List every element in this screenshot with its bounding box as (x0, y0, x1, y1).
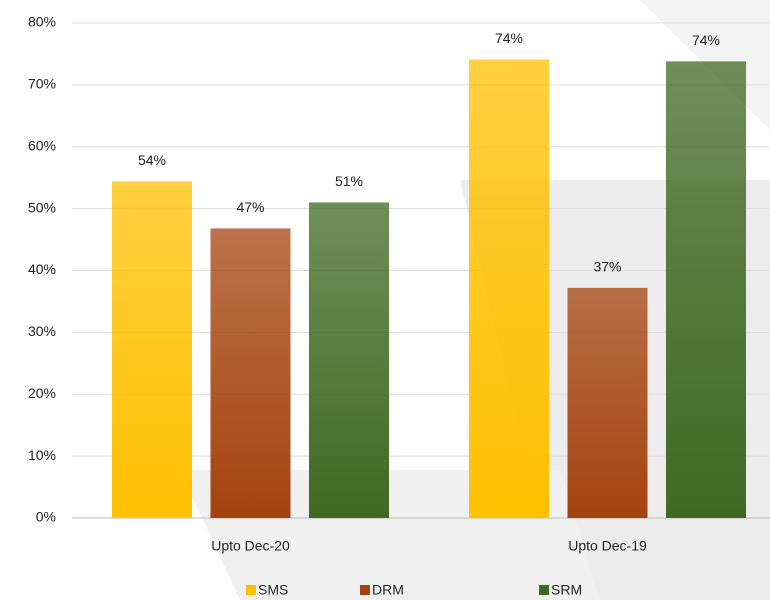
legend-swatch (360, 585, 370, 595)
legend-label: SRM (551, 582, 582, 598)
bar (469, 59, 549, 518)
legend-label: SMS (258, 582, 288, 598)
bar (112, 181, 192, 518)
x-tick-label: Upto Dec-19 (568, 538, 647, 554)
legend-swatch (539, 585, 549, 595)
bar (567, 287, 648, 518)
data-label: 74% (692, 32, 720, 48)
y-tick-label: 20% (28, 385, 56, 401)
y-tick-label: 10% (28, 447, 56, 463)
y-tick-label: 80% (28, 14, 56, 30)
data-label: 47% (236, 199, 264, 215)
data-label: 51% (335, 173, 363, 189)
legend-label: DRM (372, 582, 404, 598)
y-tick-label: 70% (28, 76, 56, 92)
data-label: 74% (495, 30, 523, 46)
y-tick-label: 0% (36, 509, 56, 525)
bar (210, 228, 291, 519)
legend-swatch (246, 585, 256, 595)
y-tick-label: 40% (28, 261, 56, 277)
y-tick-label: 50% (28, 199, 56, 215)
y-tick-label: 30% (28, 323, 56, 339)
data-label: 37% (593, 259, 621, 275)
data-label: 54% (138, 152, 166, 168)
bar (666, 61, 746, 519)
bar (309, 202, 389, 518)
x-tick-label: Upto Dec-20 (211, 538, 290, 554)
y-tick-label: 60% (28, 137, 56, 153)
